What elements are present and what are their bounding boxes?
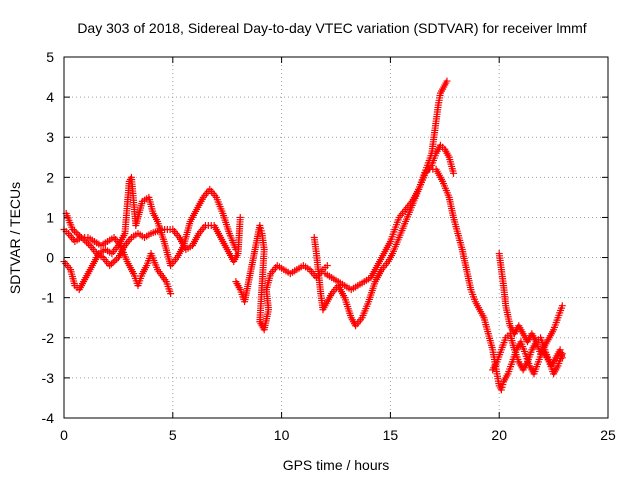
data-point-sample bbox=[111, 257, 119, 265]
data-point bbox=[236, 213, 244, 221]
y-tick-label: 3 bbox=[46, 129, 54, 145]
y-tick-label: 2 bbox=[46, 169, 54, 185]
x-tick-label: 15 bbox=[383, 427, 399, 443]
data-points bbox=[60, 77, 566, 394]
data-point bbox=[558, 350, 566, 358]
y-tick-label: -1 bbox=[42, 290, 55, 306]
data-point bbox=[323, 262, 331, 270]
x-tick-label: 25 bbox=[600, 427, 616, 443]
y-tick-label: -3 bbox=[42, 370, 55, 386]
data-point bbox=[167, 290, 175, 298]
data-point bbox=[232, 246, 240, 254]
data-point bbox=[443, 77, 451, 85]
data-point-sample bbox=[74, 230, 82, 238]
x-tick-label: 5 bbox=[169, 427, 177, 443]
y-tick-label: -4 bbox=[42, 410, 55, 426]
y-axis-label: SDTVAR / TECUs bbox=[7, 182, 23, 294]
plot-frame bbox=[63, 56, 609, 419]
chart-title: Day 303 of 2018, Sidereal Day-to-day VTE… bbox=[77, 20, 586, 36]
x-axis-label: GPS time / hours bbox=[283, 457, 390, 473]
y-tick-label: 5 bbox=[46, 49, 54, 65]
data-point-sample bbox=[72, 229, 80, 237]
y-tick-label: -2 bbox=[42, 330, 55, 346]
y-tick-label: 4 bbox=[46, 89, 54, 105]
x-tick-label: 0 bbox=[60, 427, 68, 443]
y-tick-label: 0 bbox=[46, 250, 54, 266]
grid-lines bbox=[64, 57, 608, 418]
data-point-sample bbox=[79, 235, 87, 243]
x-tick-label: 20 bbox=[491, 427, 507, 443]
x-tick-label: 10 bbox=[274, 427, 290, 443]
data-point-sample bbox=[109, 258, 117, 266]
data-point bbox=[558, 302, 566, 310]
data-point bbox=[450, 169, 458, 177]
y-tick-label: 1 bbox=[46, 209, 54, 225]
data-point-sample bbox=[84, 240, 92, 248]
